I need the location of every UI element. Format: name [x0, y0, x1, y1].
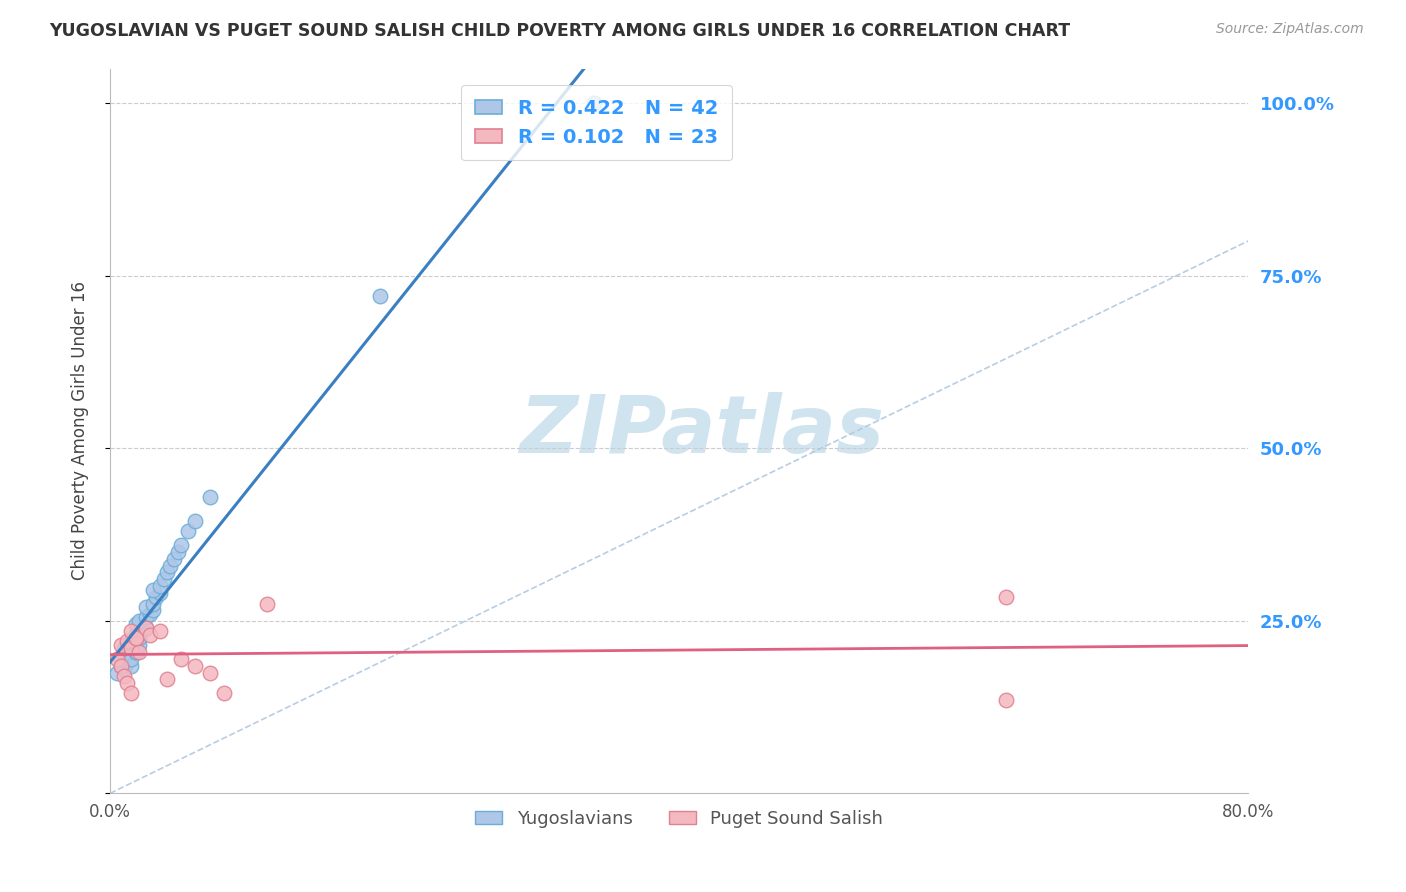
Point: [167, 545, 190, 559]
Point: [256, 597, 278, 611]
Point: [110, 658, 132, 673]
Point: [115, 638, 138, 652]
Point: [115, 676, 138, 690]
Point: [184, 514, 207, 528]
Text: YUGOSLAVIAN VS PUGET SOUND SALISH CHILD POVERTY AMONG GIRLS UNDER 16 CORRELATION: YUGOSLAVIAN VS PUGET SOUND SALISH CHILD …: [49, 22, 1070, 40]
Point: [120, 651, 142, 665]
Point: [149, 624, 172, 639]
Point: [198, 490, 221, 504]
Point: [120, 641, 142, 656]
Point: [995, 590, 1018, 604]
Point: [135, 621, 157, 635]
Point: [198, 665, 221, 680]
Point: [110, 658, 132, 673]
Point: [124, 627, 146, 641]
Point: [135, 621, 157, 635]
Point: [184, 658, 207, 673]
Point: [170, 651, 193, 665]
Point: [368, 289, 391, 303]
Point: [212, 686, 235, 700]
Point: [110, 638, 132, 652]
Point: [120, 641, 142, 656]
Point: [139, 627, 162, 641]
Point: [135, 599, 157, 614]
Point: [120, 658, 142, 673]
Point: [149, 586, 172, 600]
Point: [115, 655, 138, 669]
Text: Source: ZipAtlas.com: Source: ZipAtlas.com: [1216, 22, 1364, 37]
Point: [120, 624, 142, 639]
Point: [105, 665, 128, 680]
Point: [110, 651, 132, 665]
Point: [124, 645, 146, 659]
Point: [124, 645, 146, 659]
Point: [582, 96, 605, 111]
Point: [142, 603, 165, 617]
Point: [142, 597, 165, 611]
Point: [145, 590, 167, 604]
Point: [115, 645, 138, 659]
Point: [120, 634, 142, 648]
Point: [142, 582, 165, 597]
Point: [112, 641, 135, 656]
Point: [159, 558, 181, 573]
Point: [153, 572, 176, 586]
Point: [170, 538, 193, 552]
Text: ZIPatlas: ZIPatlas: [519, 392, 884, 470]
Legend: Yugoslavians, Puget Sound Salish: Yugoslavians, Puget Sound Salish: [468, 803, 890, 835]
Point: [177, 524, 200, 538]
Point: [139, 607, 162, 621]
Point: [124, 617, 146, 632]
Point: [156, 673, 179, 687]
Point: [156, 566, 179, 580]
Point: [112, 669, 135, 683]
Point: [112, 648, 135, 663]
Point: [115, 634, 138, 648]
Y-axis label: Child Poverty Among Girls Under 16: Child Poverty Among Girls Under 16: [72, 282, 89, 581]
Point: [128, 645, 150, 659]
Point: [131, 624, 153, 639]
Point: [120, 686, 142, 700]
Point: [149, 579, 172, 593]
Point: [124, 631, 146, 645]
Point: [124, 631, 146, 645]
Point: [135, 610, 157, 624]
Point: [163, 551, 186, 566]
Point: [995, 693, 1018, 707]
Point: [128, 631, 150, 645]
Point: [128, 638, 150, 652]
Point: [105, 651, 128, 665]
Point: [112, 662, 135, 676]
Point: [128, 614, 150, 628]
